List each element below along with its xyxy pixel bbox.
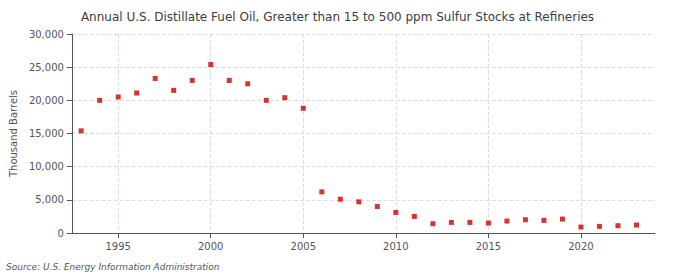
svg-text:20,000: 20,000 <box>29 95 64 106</box>
svg-text:15,000: 15,000 <box>29 128 64 139</box>
svg-text:Thousand Barrels: Thousand Barrels <box>8 90 19 178</box>
svg-text:2005: 2005 <box>291 241 316 252</box>
svg-text:0: 0 <box>58 228 64 239</box>
svg-text:2010: 2010 <box>383 241 408 252</box>
svg-text:2020: 2020 <box>568 241 593 252</box>
svg-text:1995: 1995 <box>105 241 130 252</box>
svg-text:Annual U.S. Distillate Fuel Oi: Annual U.S. Distillate Fuel Oil, Greater… <box>81 10 594 24</box>
svg-text:30,000: 30,000 <box>29 29 64 40</box>
svg-text:2015: 2015 <box>476 241 501 252</box>
svg-text:2000: 2000 <box>198 241 223 252</box>
svg-text:Source: U.S. Energy Informatio: Source: U.S. Energy Information Administ… <box>6 262 220 272</box>
svg-text:5,000: 5,000 <box>35 194 64 205</box>
svg-text:25,000: 25,000 <box>29 62 64 73</box>
svg-text:10,000: 10,000 <box>29 161 64 172</box>
